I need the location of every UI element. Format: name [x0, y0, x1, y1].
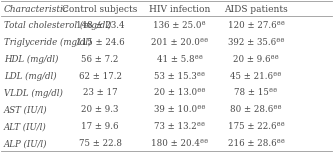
Text: 23 ± 17: 23 ± 17 — [83, 88, 118, 97]
Text: 73 ± 13.2ªª: 73 ± 13.2ªª — [154, 122, 205, 131]
Text: 175 ± 22.6ªª: 175 ± 22.6ªª — [228, 122, 284, 131]
Text: HDL (mg/dl): HDL (mg/dl) — [4, 55, 58, 64]
Text: 180 ± 20.4ªª: 180 ± 20.4ªª — [151, 139, 208, 148]
Text: ALT (IU/l): ALT (IU/l) — [4, 122, 47, 131]
Text: 20 ± 13.0ªª: 20 ± 13.0ªª — [154, 88, 205, 97]
Text: 120 ± 27.6ªª: 120 ± 27.6ªª — [227, 21, 284, 30]
Text: 392 ± 35.6ªª: 392 ± 35.6ªª — [228, 38, 284, 47]
Text: 216 ± 28.6ªª: 216 ± 28.6ªª — [227, 139, 284, 148]
Text: AST (IU/l): AST (IU/l) — [4, 105, 48, 114]
Text: 62 ± 17.2: 62 ± 17.2 — [79, 72, 122, 81]
Text: 20 ± 9.6ªª: 20 ± 9.6ªª — [233, 55, 279, 64]
Text: 56 ± 7.2: 56 ± 7.2 — [82, 55, 119, 64]
Text: 78 ± 15ªª: 78 ± 15ªª — [234, 88, 278, 97]
Text: 39 ± 10.0ªª: 39 ± 10.0ªª — [154, 105, 205, 114]
Text: Control subjects: Control subjects — [63, 5, 138, 14]
Text: AIDS patients: AIDS patients — [224, 5, 288, 14]
Text: 148 ± 23.4: 148 ± 23.4 — [76, 21, 125, 30]
Text: Characteristic: Characteristic — [4, 5, 69, 14]
Text: 45 ± 21.6ªª: 45 ± 21.6ªª — [230, 72, 282, 81]
Text: VLDL (mg/dl): VLDL (mg/dl) — [4, 88, 63, 98]
Text: 115 ± 24.6: 115 ± 24.6 — [76, 38, 125, 47]
Text: HIV infection: HIV infection — [149, 5, 210, 14]
Text: 20 ± 9.3: 20 ± 9.3 — [82, 105, 119, 114]
Text: 75 ± 22.8: 75 ± 22.8 — [79, 139, 122, 148]
Text: 201 ± 20.0ªª: 201 ± 20.0ªª — [151, 38, 208, 47]
Text: 136 ± 25.0ª: 136 ± 25.0ª — [154, 21, 206, 30]
Text: 41 ± 5.8ªª: 41 ± 5.8ªª — [157, 55, 203, 64]
Text: ALP (IU/l): ALP (IU/l) — [4, 139, 48, 148]
Text: Total cholesterol (mg/dl): Total cholesterol (mg/dl) — [4, 21, 111, 30]
Text: 17 ± 9.6: 17 ± 9.6 — [82, 122, 119, 131]
Text: Triglyceride (mg/dl): Triglyceride (mg/dl) — [4, 38, 92, 47]
Text: 80 ± 28.6ªª: 80 ± 28.6ªª — [230, 105, 282, 114]
Text: LDL (mg/dl): LDL (mg/dl) — [4, 71, 57, 81]
Text: 53 ± 15.3ªª: 53 ± 15.3ªª — [154, 72, 205, 81]
